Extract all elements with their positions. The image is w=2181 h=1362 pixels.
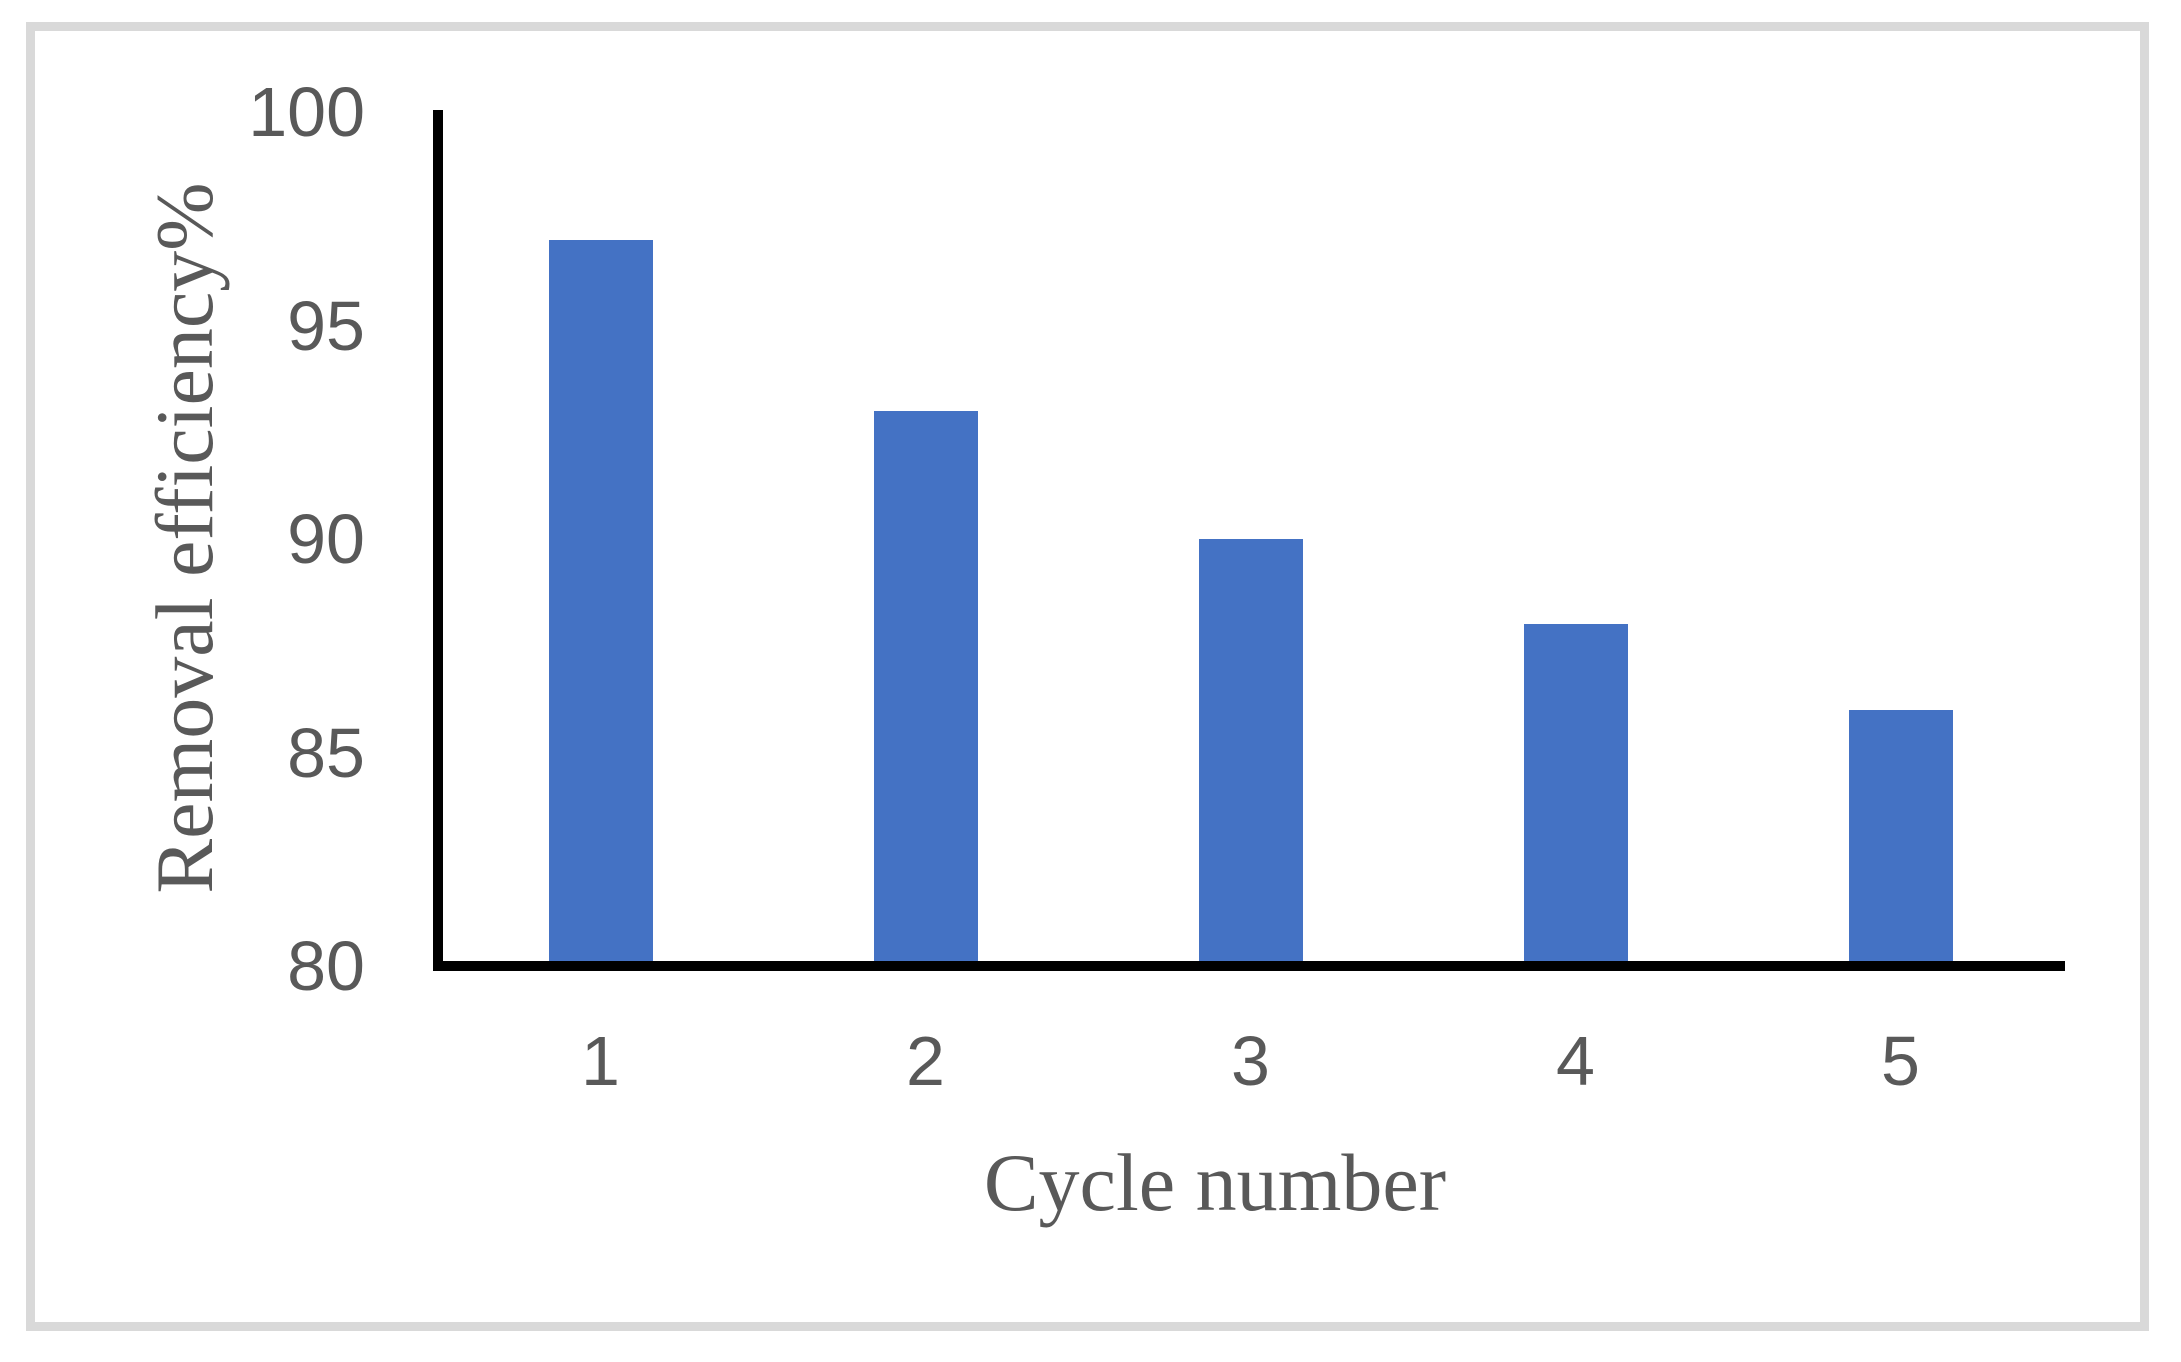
- bar-cycle-3: [1198, 539, 1303, 966]
- y-tick-label-80: 80: [287, 927, 365, 1005]
- bar-cycle-2: [873, 410, 978, 966]
- bar-cycle-1: [548, 240, 653, 966]
- y-axis-line: [433, 110, 443, 971]
- x-tick-label-5: 5: [1881, 1022, 1920, 1100]
- figure-frame: [26, 22, 2149, 1331]
- y-tick-label-95: 95: [287, 286, 365, 365]
- plot-area: [438, 112, 2063, 966]
- x-tick-label-4: 4: [1556, 1022, 1595, 1100]
- bar-cycle-5: [1848, 709, 1953, 966]
- x-axis-line: [433, 961, 2065, 971]
- y-tick-label-90: 90: [287, 500, 365, 578]
- x-tick-label-3: 3: [1231, 1022, 1270, 1100]
- bar-cycle-4: [1523, 624, 1628, 966]
- y-tick-label-85: 85: [287, 713, 365, 792]
- x-axis-title: Cycle number: [983, 1137, 1447, 1228]
- x-tick-label-2: 2: [906, 1022, 945, 1100]
- x-tick-label-1: 1: [581, 1022, 620, 1100]
- y-tick-label-100: 100: [248, 73, 365, 151]
